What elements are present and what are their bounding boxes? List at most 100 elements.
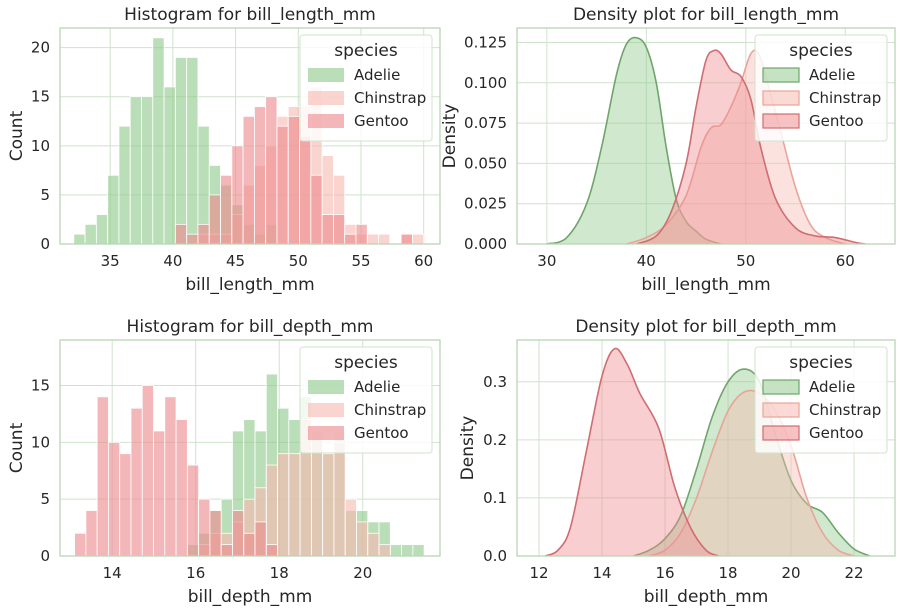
axes-frame bbox=[516, 339, 896, 557]
y-tick-label: 0.025 bbox=[464, 195, 507, 213]
legend-label-gentoo: Gentoo bbox=[354, 112, 409, 130]
bar-gentoo-17 bbox=[265, 96, 278, 244]
x-tick-label: 20 bbox=[782, 564, 801, 582]
bar-chinstrap-26 bbox=[366, 233, 379, 244]
legend-swatch-adelie bbox=[308, 380, 344, 394]
y-tick-label: 0 bbox=[40, 547, 50, 565]
legend-swatch-chinstrap bbox=[762, 402, 800, 418]
y-tick-label: 0.125 bbox=[464, 34, 507, 52]
density-line-chinstrap bbox=[649, 389, 855, 556]
bar-gentoo-23 bbox=[332, 214, 346, 244]
legend-swatch-gentoo bbox=[762, 113, 800, 129]
density-line-gentoo bbox=[636, 49, 866, 244]
bar-chinstrap-27 bbox=[378, 233, 391, 244]
bar-adelie-8 bbox=[163, 86, 176, 244]
y-tick-label: 10 bbox=[31, 433, 50, 451]
legend-swatch-gentoo bbox=[762, 425, 800, 441]
bar-adelie-5 bbox=[129, 96, 142, 244]
bar-adelie-4 bbox=[118, 125, 131, 244]
legend-label-chinstrap: Chinstrap bbox=[354, 401, 426, 419]
legend-title: species bbox=[789, 353, 853, 373]
plot-area bbox=[546, 36, 866, 244]
legend-swatch-chinstrap bbox=[308, 403, 344, 417]
bar-chinstrap-26 bbox=[367, 532, 380, 556]
legend-label-adelie: Adelie bbox=[354, 378, 400, 396]
legend-label-adelie: Adelie bbox=[809, 66, 855, 84]
bar-chinstrap-30 bbox=[412, 233, 425, 244]
x-axis-label: bill_length_mm bbox=[641, 275, 770, 295]
x-tick-label: 18 bbox=[270, 564, 289, 582]
y-tick-label: 15 bbox=[31, 376, 50, 394]
legend-label-gentoo: Gentoo bbox=[354, 424, 409, 442]
x-tick-label: 18 bbox=[719, 564, 738, 582]
bar-adelie-9 bbox=[174, 57, 188, 244]
y-tick-label: 10 bbox=[31, 137, 50, 155]
y-tick-label: 0.3 bbox=[483, 373, 507, 391]
bar-gentoo-20 bbox=[299, 135, 312, 244]
bar-gentoo-14 bbox=[231, 145, 244, 244]
legend-title: species bbox=[334, 41, 398, 61]
x-tick-label: 16 bbox=[656, 564, 675, 582]
bar-gentoo-13 bbox=[220, 544, 233, 556]
x-tick-label: 35 bbox=[101, 252, 120, 270]
legend: species Adelie Chinstrap Gentoo bbox=[754, 34, 888, 142]
y-tick-label: 0.050 bbox=[464, 154, 507, 172]
bar-adelie-10 bbox=[186, 57, 199, 244]
legend-swatch-chinstrap bbox=[762, 90, 800, 106]
bar-gentoo-10 bbox=[186, 464, 200, 556]
legend-label-gentoo: Gentoo bbox=[809, 424, 864, 442]
chart-title: Histogram for bill_length_mm bbox=[124, 5, 376, 25]
bar-gentoo-8 bbox=[164, 396, 177, 556]
bar-gentoo-29 bbox=[400, 233, 413, 244]
y-tick-label: 0 bbox=[40, 235, 50, 253]
chart-title: Density plot for bill_depth_mm bbox=[575, 317, 836, 337]
y-tick-label: 20 bbox=[31, 39, 50, 57]
x-tick-label: 16 bbox=[186, 564, 205, 582]
legend-swatch-adelie bbox=[308, 68, 344, 82]
bar-gentoo-24 bbox=[344, 233, 357, 244]
bar-adelie-1 bbox=[84, 223, 97, 244]
legend-label-adelie: Adelie bbox=[354, 66, 400, 84]
x-tick-label: 14 bbox=[593, 564, 612, 582]
bar-gentoo-15 bbox=[243, 532, 256, 556]
bar-adelie-3 bbox=[107, 174, 120, 244]
chart-title: Histogram for bill_depth_mm bbox=[127, 317, 374, 337]
density-area-gentoo bbox=[636, 50, 866, 244]
bar-gentoo-10 bbox=[186, 233, 199, 244]
legend-swatch-adelie bbox=[762, 67, 800, 83]
bar-gentoo-11 bbox=[197, 223, 210, 244]
y-axis-label: Count bbox=[7, 422, 27, 473]
x-tick-label: 14 bbox=[103, 564, 122, 582]
x-tick-label: 20 bbox=[353, 564, 372, 582]
legend-label-chinstrap: Chinstrap bbox=[809, 401, 881, 419]
plot-area bbox=[74, 373, 425, 556]
bar-gentoo-13 bbox=[220, 174, 233, 244]
bar-gentoo-15 bbox=[242, 115, 255, 244]
bar-chinstrap-24 bbox=[344, 498, 357, 556]
y-tick-label: 5 bbox=[40, 490, 50, 508]
bar-gentoo-4 bbox=[119, 453, 132, 556]
x-axis-label: bill_length_mm bbox=[185, 275, 314, 295]
legend-title: species bbox=[334, 353, 398, 373]
x-tick-label: 40 bbox=[637, 252, 656, 270]
bar-adelie-28 bbox=[389, 544, 402, 556]
bar-gentoo-6 bbox=[141, 385, 154, 556]
y-tick-label: 0.2 bbox=[483, 431, 507, 449]
legend-swatch-gentoo bbox=[308, 114, 344, 128]
bar-gentoo-5 bbox=[130, 407, 143, 556]
bar-gentoo-9 bbox=[174, 223, 188, 244]
legend: species Adelie Chinstrap Gentoo bbox=[754, 346, 888, 454]
bar-gentoo-25 bbox=[355, 223, 368, 244]
bar-gentoo-22 bbox=[321, 214, 334, 244]
x-tick-label: 40 bbox=[163, 252, 182, 270]
panel-1: 35 40 45 50 55 60 0 5 10 15 20 Histogram for bill_l… bbox=[7, 5, 441, 295]
x-tick-label: 30 bbox=[537, 252, 556, 270]
y-axis-label: Density bbox=[458, 416, 478, 481]
x-tick-label: 45 bbox=[226, 252, 245, 270]
legend-label-gentoo: Gentoo bbox=[809, 112, 864, 130]
bar-chinstrap-19 bbox=[288, 453, 301, 556]
x-axis-label: bill_depth_mm bbox=[188, 587, 313, 607]
bar-chinstrap-23 bbox=[333, 441, 346, 556]
bar-gentoo-16 bbox=[254, 521, 267, 556]
